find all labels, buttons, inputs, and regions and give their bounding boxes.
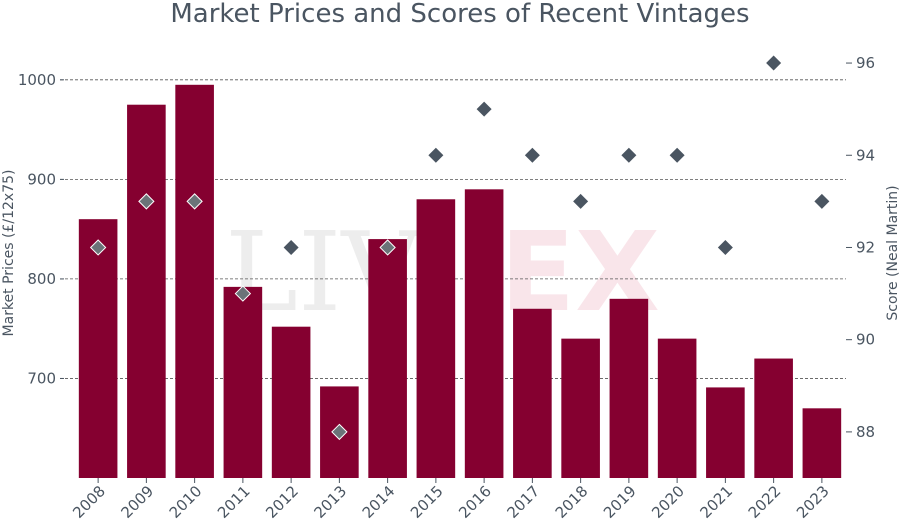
x-tick-label: 2018 (552, 482, 592, 522)
score-point (379, 239, 396, 256)
score-point (573, 193, 589, 209)
score-point (331, 423, 348, 441)
x-tick-label: 2021 (696, 482, 736, 522)
x-tick-label: 2009 (117, 482, 157, 522)
score-point (476, 101, 492, 117)
score-point (717, 239, 733, 255)
y2-tick-label: 90 (856, 331, 875, 349)
score-point (621, 147, 637, 163)
bar (754, 358, 793, 478)
y-tick-label: 700 (27, 369, 56, 387)
bar (223, 286, 263, 478)
x-tick-label: 2016 (455, 482, 495, 522)
y2-tick-label: 94 (856, 146, 875, 164)
bar (127, 104, 166, 479)
bar (706, 387, 745, 478)
y-tick-label: 1000 (18, 71, 56, 89)
y2-axis-label: Score (Neal Martin) (885, 185, 900, 320)
x-tick-label: 2011 (214, 482, 254, 522)
bar (175, 84, 214, 478)
x-tick-label: 2017 (503, 482, 543, 522)
x-axis-ticks: 2008 2009 2010 2011 2012 2013 2014 2015 2016 2017… (69, 478, 833, 522)
score-point (186, 193, 203, 210)
bar (513, 308, 552, 478)
score-points (89, 55, 830, 441)
x-tick-label: 2022 (745, 482, 785, 522)
score-point (814, 193, 830, 209)
y2-tick-label: 96 (856, 54, 875, 72)
x-tick-label: 2014 (359, 482, 399, 522)
score-point (138, 193, 155, 210)
x-tick-label: 2020 (648, 482, 688, 522)
y-tick-label: 800 (27, 270, 56, 288)
bar (416, 199, 456, 479)
bar (609, 298, 649, 478)
x-tick-label: 2013 (310, 482, 350, 522)
x-tick-label: 2008 (69, 482, 109, 522)
score-point (766, 55, 782, 71)
x-tick-label: 2010 (166, 482, 206, 522)
bar (78, 219, 118, 478)
bar (657, 338, 697, 478)
score-point (669, 147, 685, 163)
bar (368, 239, 407, 478)
x-tick-label: 2015 (407, 482, 447, 522)
y2-tick-label: 92 (856, 238, 875, 256)
x-tick-label: 2019 (600, 482, 640, 522)
bar (561, 338, 600, 478)
right-axis-ticks: 88 90 92 94 96 (846, 54, 875, 441)
y-tick-label: 900 (27, 170, 56, 188)
score-point (234, 285, 252, 302)
y2-tick-label: 88 (856, 423, 875, 441)
x-tick-label: 2023 (793, 482, 833, 522)
y-axis-label: Market Prices (£/12x75) (1, 170, 17, 337)
score-point (428, 147, 444, 163)
x-tick-label: 2012 (262, 482, 302, 522)
left-axis-ticks: 700 800 900 1000 (18, 71, 64, 387)
score-point (89, 239, 107, 256)
chart-title: Market Prices and Scores of Recent Vinta… (170, 0, 749, 29)
score-point (524, 147, 540, 163)
bar (271, 326, 311, 478)
bar (464, 189, 504, 478)
bars (78, 84, 842, 479)
bar (802, 408, 842, 478)
score-point (283, 239, 299, 255)
